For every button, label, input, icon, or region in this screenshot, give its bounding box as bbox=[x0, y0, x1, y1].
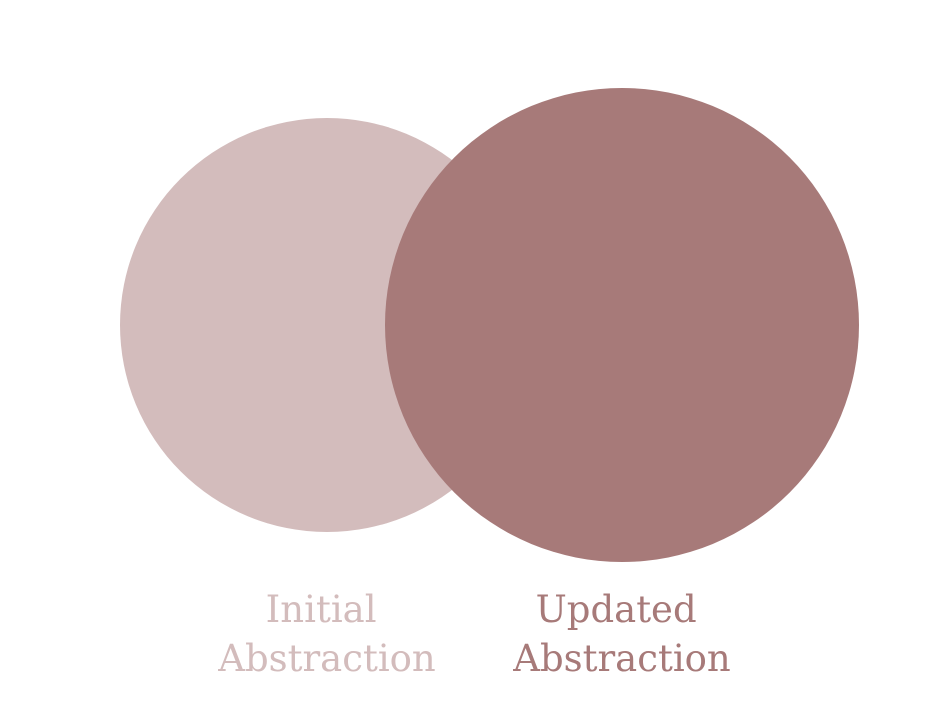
updated-label-line-2: Abstraction bbox=[512, 637, 731, 680]
updated-label-line-1: Updated bbox=[536, 588, 697, 631]
initial-abstraction-label: Initial Abstraction bbox=[217, 588, 436, 680]
updated-abstraction-circle bbox=[385, 88, 859, 562]
initial-label-line-1: Initial bbox=[266, 588, 377, 631]
initial-label-line-2: Abstraction bbox=[217, 637, 436, 680]
updated-abstraction-label: Updated Abstraction bbox=[512, 588, 731, 680]
